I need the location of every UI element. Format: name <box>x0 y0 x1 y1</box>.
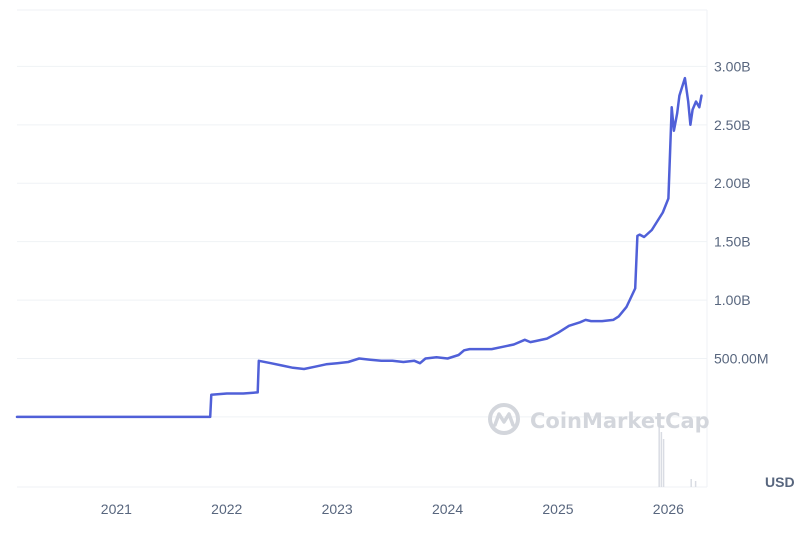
x-tick-label: 2026 <box>653 501 684 517</box>
x-tick-label: 2025 <box>542 501 573 517</box>
y-axis: 500.00M 1.00B 1.50B 2.00B 2.50B 3.00B <box>714 58 768 366</box>
x-tick-label: 2022 <box>211 501 242 517</box>
currency-label: USD <box>765 474 795 490</box>
x-axis: 2021 2022 2023 2024 2025 2026 <box>101 501 684 517</box>
coinmarketcap-logo-icon <box>488 403 520 435</box>
volume-bar <box>660 432 663 487</box>
volume-bar <box>662 439 665 487</box>
price-line <box>15 76 703 419</box>
volume-bar <box>658 427 660 487</box>
x-tick-label: 2021 <box>101 501 132 517</box>
x-tick-label: 2023 <box>322 501 353 517</box>
watermark-text: CoinMarketCap <box>530 409 710 433</box>
y-tick-label: 2.00B <box>714 175 751 191</box>
volume-bars <box>658 427 697 487</box>
volume-bar <box>694 481 697 487</box>
y-tick-label: 500.00M <box>714 350 768 366</box>
y-tick-label: 3.00B <box>714 58 751 74</box>
volume-bar <box>690 479 692 487</box>
y-tick-label: 1.00B <box>714 292 751 308</box>
y-tick-label: 1.50B <box>714 234 751 250</box>
chart-frame <box>17 9 708 488</box>
y-tick-label: 2.50B <box>714 117 751 133</box>
watermark: CoinMarketCap <box>488 403 710 435</box>
x-tick-label: 2024 <box>432 501 463 517</box>
